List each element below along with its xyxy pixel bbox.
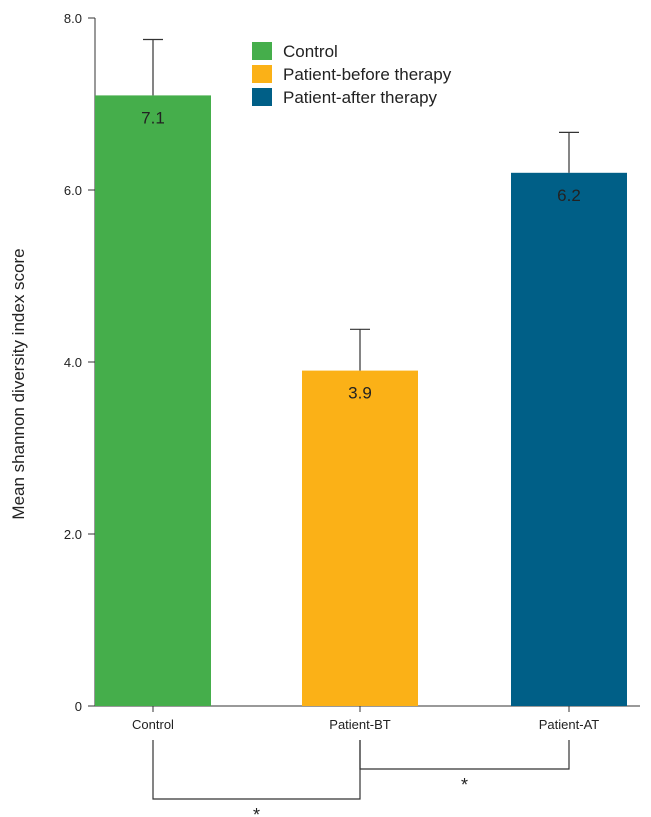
- significance-marker: *: [461, 775, 468, 795]
- y-tick-label: 2.0: [64, 527, 82, 542]
- x-tick-label: Patient-AT: [539, 717, 600, 732]
- chart-bars: 7.1 3.9 6.2: [95, 38, 627, 707]
- legend-label: Patient-before therapy: [283, 65, 452, 84]
- chart-legend: Control Patient-before therapy Patient-aft…: [252, 42, 452, 107]
- significance-brackets: **: [152, 740, 570, 817]
- significance-bracket: [152, 740, 361, 800]
- legend-swatch: [252, 42, 272, 60]
- x-tick-label: Control: [132, 717, 174, 732]
- legend-swatch: [252, 65, 272, 83]
- bar: [302, 370, 418, 706]
- significance-bracket: [359, 740, 570, 770]
- legend-label: Patient-after therapy: [283, 88, 438, 107]
- y-tick-label: 0: [75, 699, 82, 714]
- significance-marker: *: [253, 805, 260, 817]
- y-tick-label: 4.0: [64, 355, 82, 370]
- data-label: 7.1: [141, 108, 165, 127]
- y-axis-label: Mean shannon diversity index score: [9, 248, 28, 519]
- data-label: 3.9: [348, 384, 372, 403]
- bar: [511, 172, 627, 707]
- bar: [95, 95, 211, 706]
- y-tick-label: 6.0: [64, 183, 82, 198]
- chart-axes: 0 2.0 4.0 6.0 8.0 Mean shannon diversity inde…: [9, 11, 640, 732]
- legend-swatch: [252, 88, 272, 106]
- y-tick-label: 8.0: [64, 11, 82, 26]
- x-tick-label: Patient-BT: [329, 717, 390, 732]
- legend-label: Control: [283, 42, 338, 61]
- data-label: 6.2: [557, 186, 581, 205]
